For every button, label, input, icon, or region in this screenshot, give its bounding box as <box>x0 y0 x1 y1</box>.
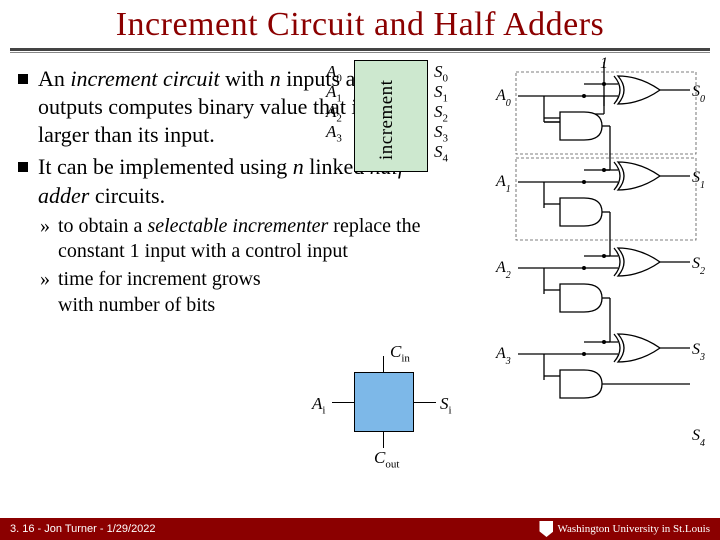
text-italic: selectable incrementer <box>147 215 328 237</box>
increment-block-diagram: increment A0 A1 A2 A3 S0 S1 S2 S3 S4 <box>318 60 466 175</box>
text: It can be implemented using <box>38 154 293 179</box>
bullet-square-icon <box>18 74 28 84</box>
pin-a3: A3 <box>326 122 342 144</box>
label-cout: Cout <box>374 448 399 470</box>
label-ai: Ai <box>312 394 325 416</box>
svg-text:A2: A2 <box>495 259 511 281</box>
cascade-diagram: 1 A0 S0 <box>490 56 710 476</box>
label-cin: Cin <box>390 342 410 364</box>
subbullet-1: to obtain a selectable incrementer repla… <box>18 214 448 265</box>
svg-text:A1: A1 <box>495 173 511 195</box>
footer-right: Washington University in St.Louis <box>539 521 710 537</box>
text: circuits. <box>89 183 165 208</box>
svg-text:S4: S4 <box>692 427 705 449</box>
svg-text:S3: S3 <box>692 341 705 363</box>
text: to obtain a <box>58 215 147 237</box>
label-si: Si <box>440 394 452 416</box>
slide-title: Increment Circuit and Half Adders <box>116 6 605 43</box>
wustl-shield-icon <box>539 521 553 537</box>
text: time for increment grows with number of … <box>58 268 261 316</box>
half-adder-diagram: Cin Cout Ai Si <box>318 358 468 468</box>
pin-s4: S4 <box>434 142 448 164</box>
text: An <box>38 66 70 91</box>
title-rule-thin <box>10 52 710 53</box>
slide-title-bar: Increment Circuit and Half Adders <box>0 0 720 46</box>
svg-text:A3: A3 <box>495 345 511 367</box>
increment-label: increment <box>376 80 398 160</box>
svg-text:S2: S2 <box>692 255 705 277</box>
text-italic: increment circuit <box>70 66 219 91</box>
subbullet-2: time for increment grows with number of … <box>18 267 278 318</box>
svg-text:S1: S1 <box>692 169 705 191</box>
footer-right-text: Washington University in St.Louis <box>557 523 710 535</box>
text-var: n <box>270 66 281 91</box>
half-adder-rect <box>354 372 414 432</box>
bullet-square-icon <box>18 162 28 172</box>
stage-0: A0 S0 <box>495 76 705 170</box>
stage-3: A3 S3 S4 <box>495 334 705 449</box>
wire-cout <box>383 432 384 448</box>
footer: 3. 16 - Jon Turner - 1/29/2022 Washingto… <box>0 518 720 540</box>
footer-left: 3. 16 - Jon Turner - 1/29/2022 <box>10 523 156 535</box>
wire-si <box>414 402 436 403</box>
text-var: n <box>293 154 304 179</box>
svg-text:A0: A0 <box>495 87 511 109</box>
text: with <box>220 66 270 91</box>
svg-text:S0: S0 <box>692 83 705 105</box>
wire-cin <box>383 356 384 372</box>
wire-ai <box>332 402 354 403</box>
stage-1: A1 S1 <box>495 162 705 256</box>
stage-2: A2 S2 <box>495 248 705 342</box>
cascade-svg: 1 A0 S0 <box>490 56 710 496</box>
title-rule-thick <box>10 48 710 51</box>
